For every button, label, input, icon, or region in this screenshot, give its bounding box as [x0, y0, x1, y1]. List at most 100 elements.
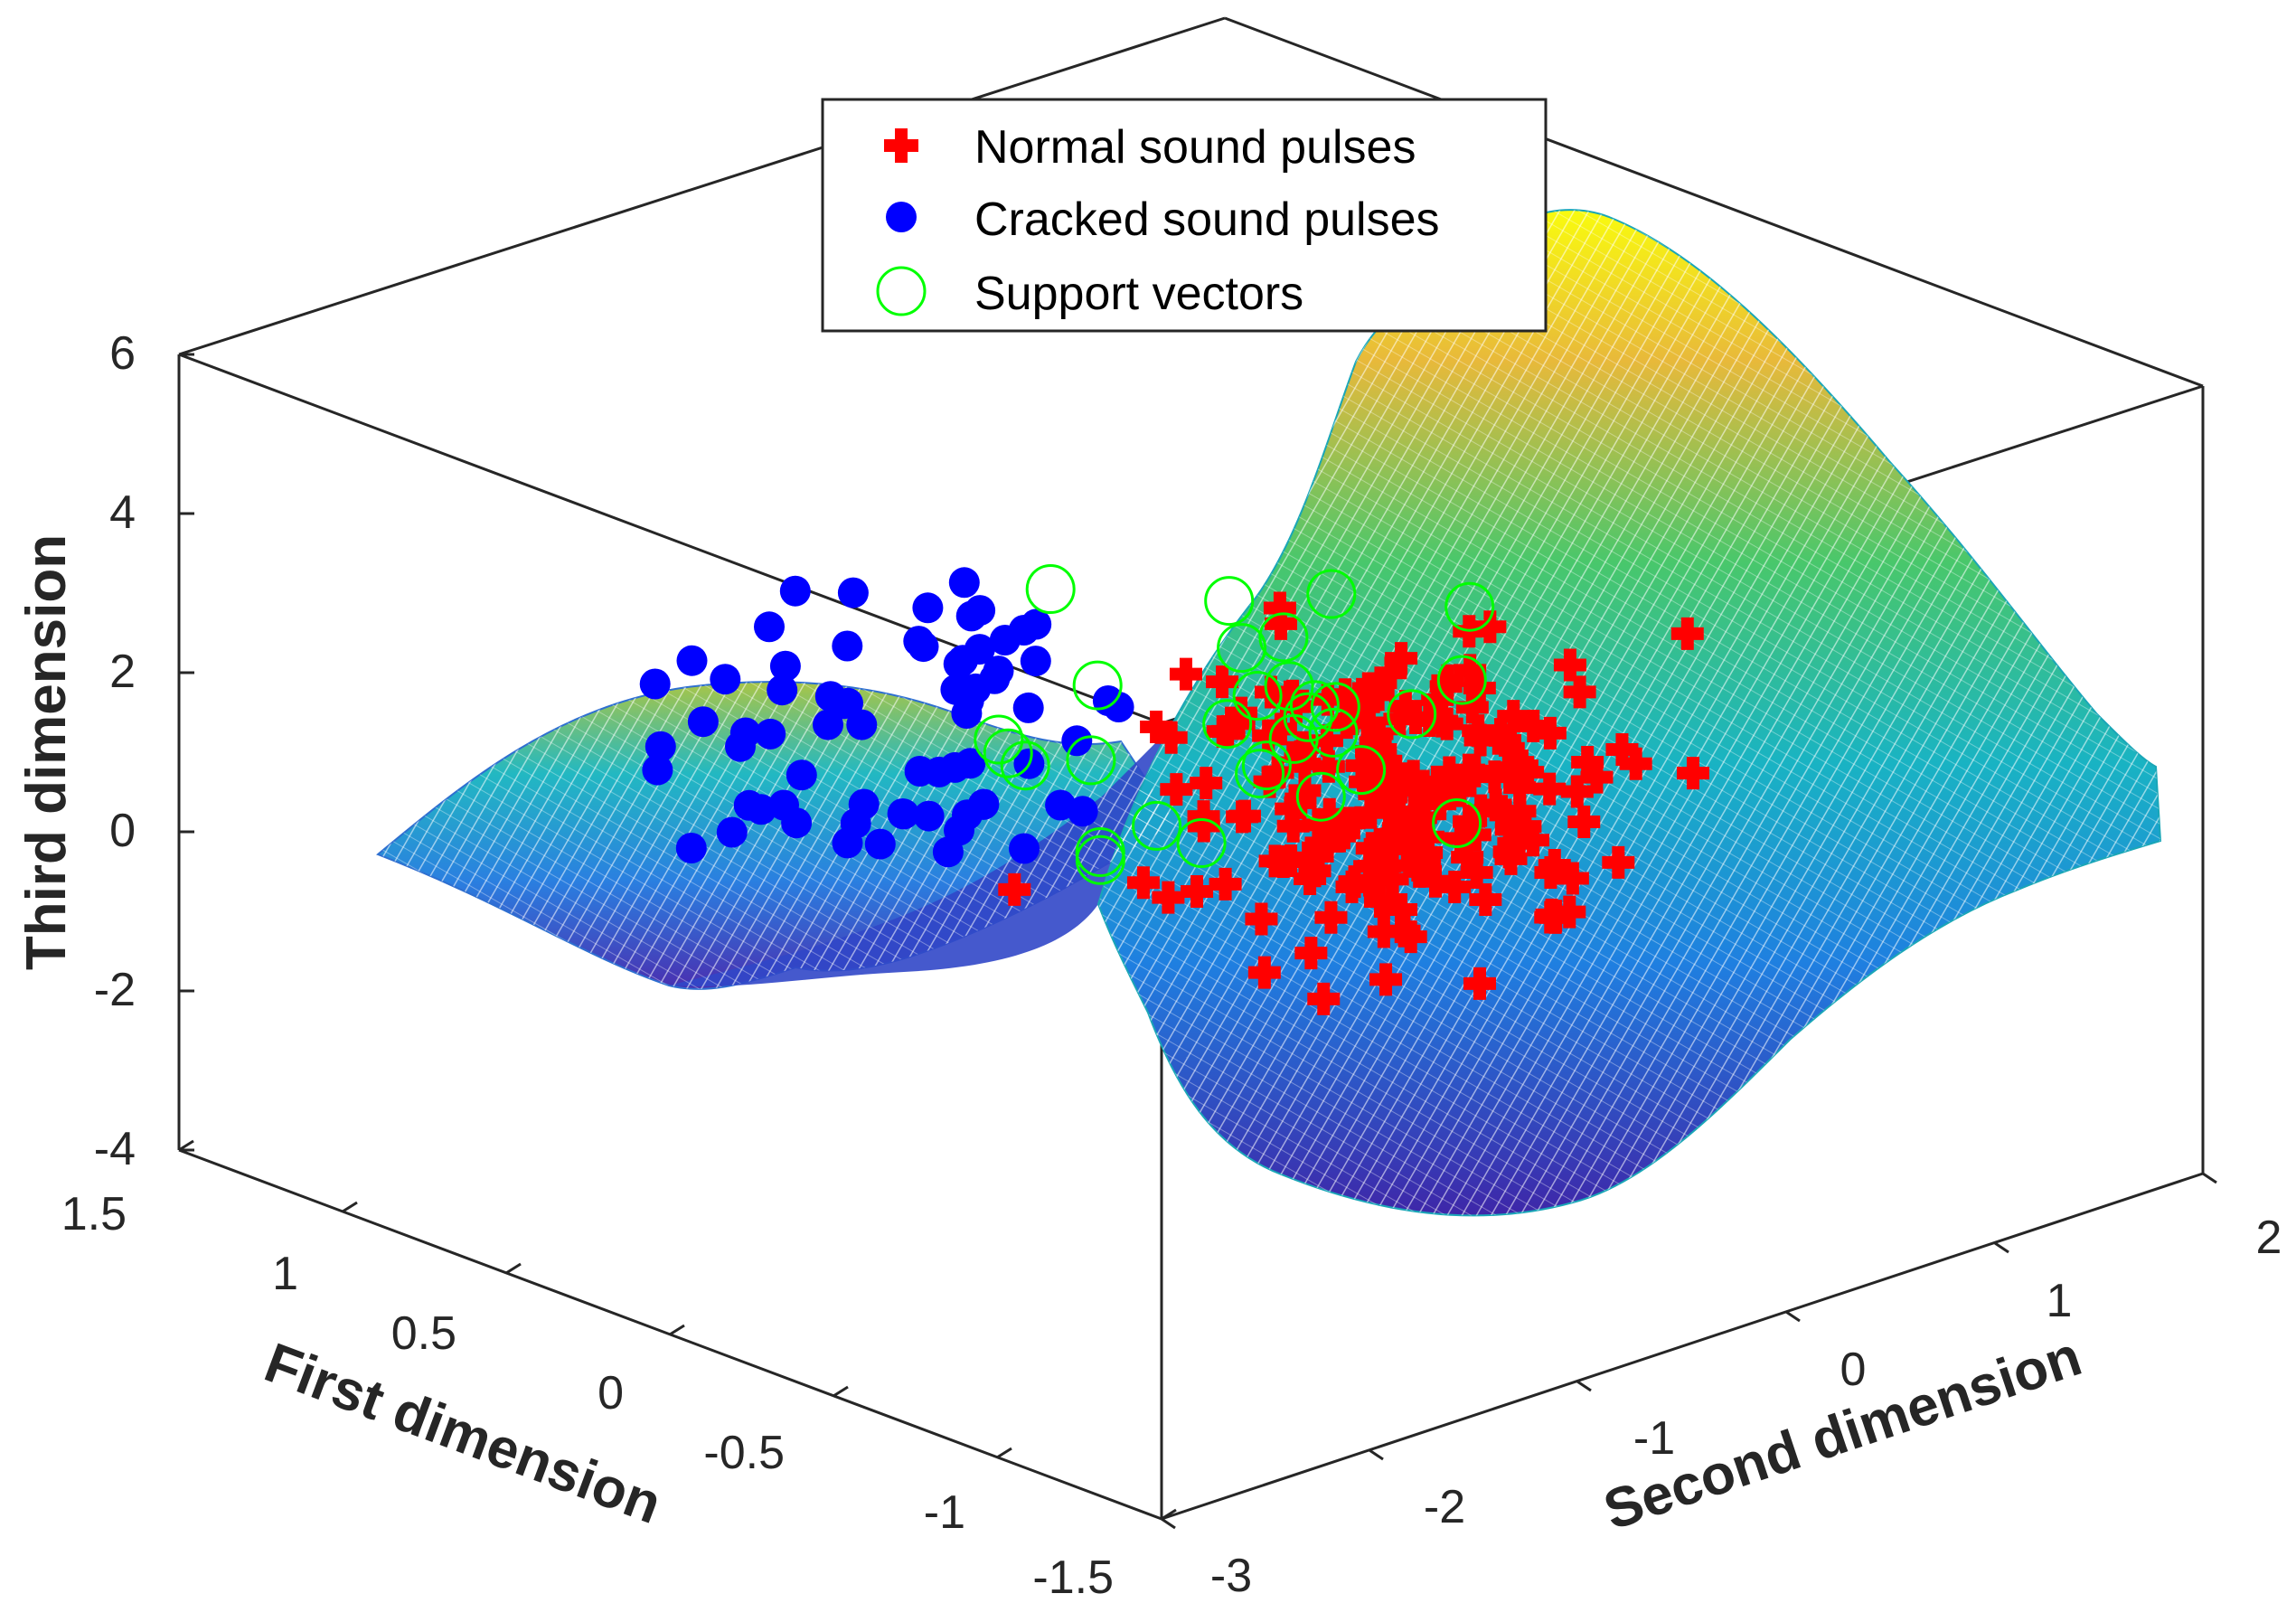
cracked-point [948, 567, 980, 599]
y-tick-label: -3 [1210, 1550, 1252, 1602]
cracked-point [716, 816, 748, 848]
normal-point [1209, 867, 1242, 901]
normal-point [1534, 901, 1567, 934]
normal-point [1455, 691, 1489, 724]
normal-point [1335, 870, 1369, 903]
support-vector [1436, 655, 1487, 705]
normal-point [1375, 780, 1408, 814]
cracked-point [846, 709, 878, 740]
normal-point [1302, 808, 1335, 842]
normal-point [1284, 740, 1317, 773]
y-tick-label: 2 [2256, 1212, 2282, 1264]
normal-point [1485, 795, 1519, 828]
cracked-point [676, 645, 708, 676]
z-axis: 6 4 2 0 -2 -4 Third dimension [15, 327, 194, 1175]
legend-cracked-label: Cracked sound pulses [974, 193, 1440, 246]
normal-point [1605, 733, 1639, 767]
support-vector [1310, 682, 1360, 732]
support-vector [1264, 661, 1314, 712]
normal-point [1424, 787, 1457, 821]
normal-point [1492, 835, 1526, 869]
normal-point [1363, 884, 1397, 918]
normal-point [1452, 753, 1485, 787]
normal-point [1160, 773, 1193, 806]
normal-point [1676, 757, 1709, 790]
cracked-point [955, 600, 987, 632]
x-axis-label: First dimension [257, 1332, 670, 1536]
cracked-point [639, 668, 671, 700]
z-tick-label: 4 [109, 486, 136, 539]
z-tick-label: 6 [109, 327, 136, 380]
normal-point [1322, 819, 1356, 853]
cracked-point [1009, 833, 1040, 864]
legend-support-label: Support vectors [974, 268, 1303, 320]
normal-point [1511, 756, 1545, 789]
normal-point [1670, 617, 1704, 650]
normal-point [1228, 799, 1261, 833]
cracked-point [832, 827, 863, 859]
x-tick-label: -0.5 [703, 1427, 785, 1479]
normal-point [1252, 719, 1285, 752]
support-vector [1308, 707, 1359, 758]
normal-point [1154, 721, 1188, 754]
normal-point [1312, 750, 1345, 783]
normal-point [1353, 850, 1387, 883]
normal-point [1140, 710, 1173, 743]
normal-point [1211, 714, 1245, 748]
normal-point [1292, 841, 1325, 874]
normal-point [1534, 855, 1567, 889]
support-vector [1336, 745, 1387, 796]
support-vector [1232, 671, 1283, 721]
cracked-point [754, 611, 785, 643]
legend-normal-label: Normal sound pulses [974, 121, 1416, 174]
normal-point [1382, 818, 1416, 852]
normal-point [1462, 714, 1495, 748]
normal-point [1190, 767, 1223, 800]
normal-point [1367, 915, 1400, 948]
x-tick-label: 1 [272, 1248, 298, 1300]
support-vector [1025, 564, 1076, 614]
normal-point [1556, 862, 1589, 895]
support-vector [983, 728, 1033, 778]
y-tick-label: 0 [1840, 1344, 1867, 1396]
support-vector [1066, 735, 1116, 786]
normal-point [1263, 591, 1296, 625]
cracked-point [769, 650, 801, 682]
z-tick-label: -2 [94, 964, 136, 1016]
normal-point [1276, 809, 1310, 843]
support-vector [1204, 576, 1255, 627]
cracked-point [746, 794, 777, 825]
cracked-point [953, 685, 984, 717]
normal-point [1560, 775, 1594, 808]
support-vector [1072, 660, 1123, 711]
normal-point [1444, 774, 1477, 807]
support-vector [974, 714, 1024, 765]
cracked-point [675, 833, 707, 863]
normal-point [1484, 718, 1518, 751]
normal-point [1294, 937, 1328, 970]
normal-point [1413, 703, 1446, 737]
normal-points-series [998, 591, 1709, 1015]
cracked-point [1067, 796, 1098, 827]
decision-surface [376, 209, 2162, 1217]
normal-point [1433, 756, 1466, 789]
cracked-point [912, 592, 944, 624]
normal-point [1478, 760, 1511, 794]
normal-point [1619, 747, 1652, 780]
y-tick-label: -1 [1633, 1412, 1675, 1465]
cracked-point [645, 731, 676, 762]
normal-point [1247, 956, 1281, 989]
cracked-point [864, 828, 896, 860]
normal-point [1533, 772, 1567, 806]
support-vector [1132, 800, 1182, 851]
cracked-point [642, 754, 673, 786]
normal-point [1314, 901, 1348, 934]
cracked-points-series [639, 567, 1134, 868]
normal-point [1255, 675, 1288, 709]
normal-point [1405, 773, 1438, 806]
normal-point [1460, 856, 1493, 890]
cracked-point [710, 664, 741, 695]
normal-point [1517, 824, 1550, 857]
y-axis: -3 -2 -1 0 1 2 Second dimension [1161, 1172, 2282, 1602]
normal-point [1329, 678, 1362, 712]
